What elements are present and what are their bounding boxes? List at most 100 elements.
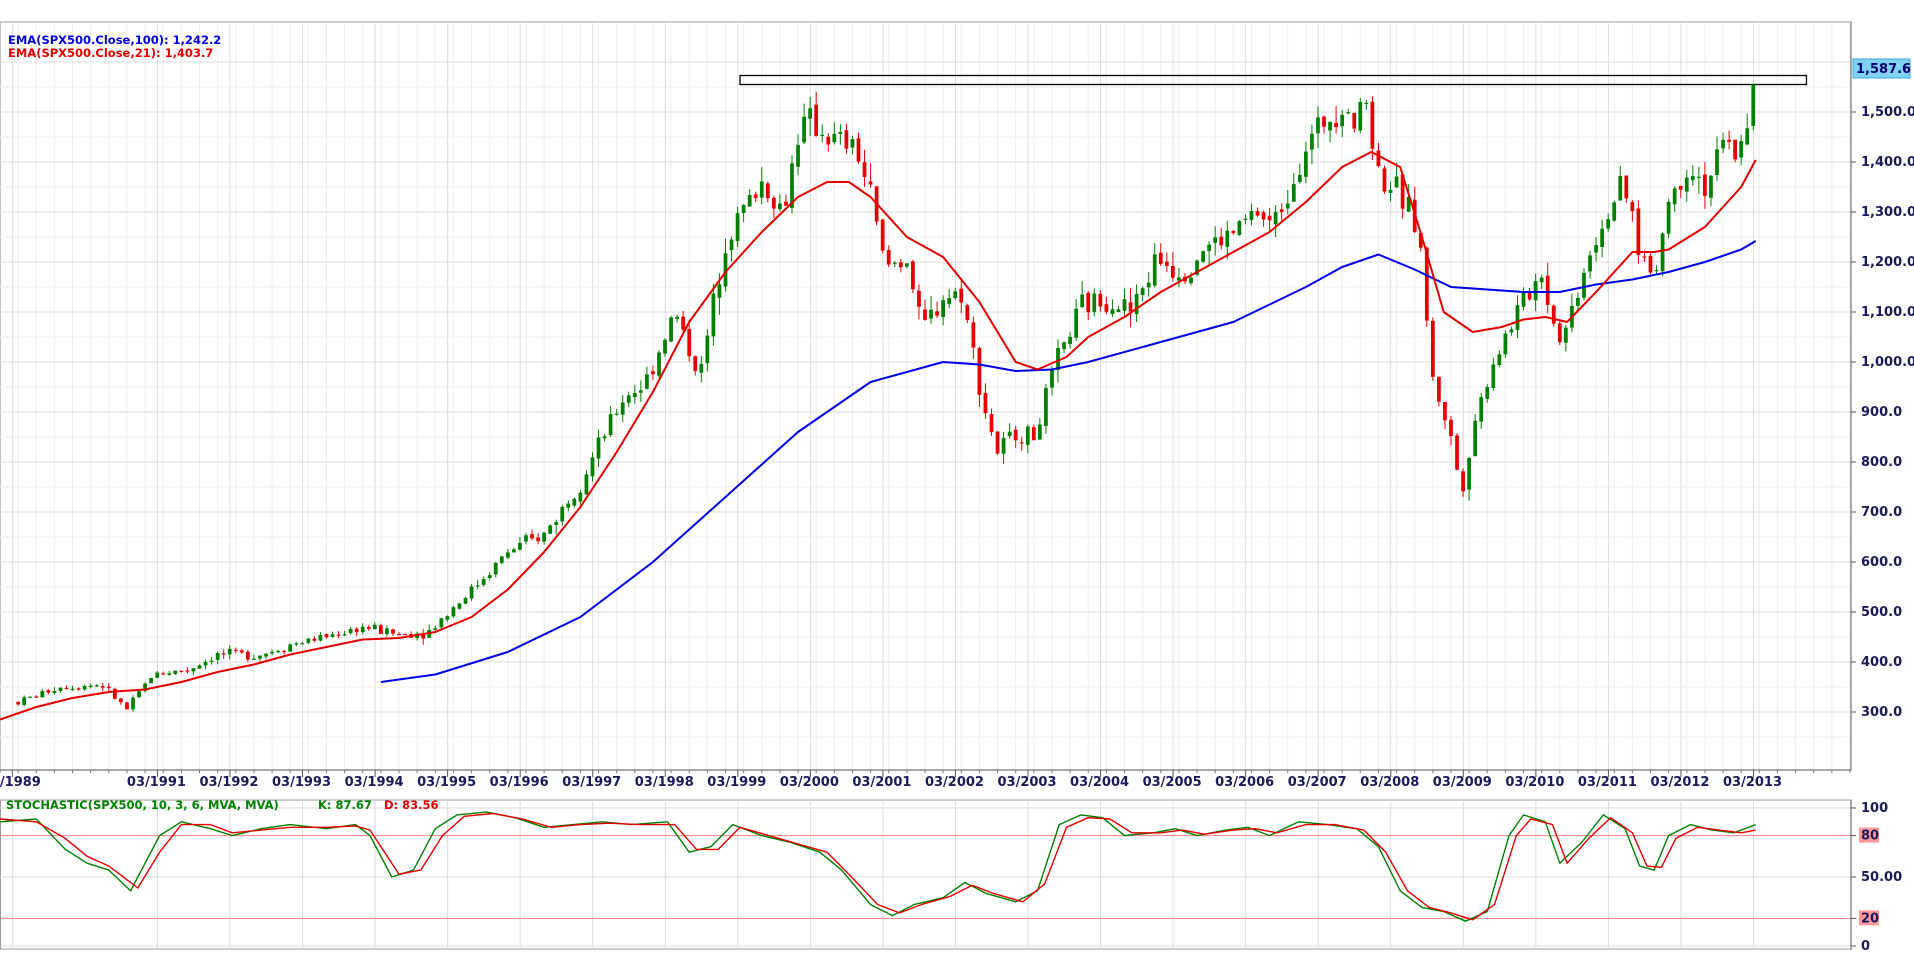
candle-body bbox=[1050, 369, 1054, 388]
candle-body bbox=[1630, 202, 1635, 212]
candle-body bbox=[1334, 122, 1338, 128]
candle-body bbox=[282, 650, 287, 653]
main-x-tick-label: 03/2007 bbox=[1288, 775, 1347, 790]
candle-body bbox=[584, 474, 589, 495]
main-x-tick-label: 03/1994 bbox=[345, 775, 404, 790]
main-x-tick-label: 03/2004 bbox=[1070, 775, 1129, 790]
candle-body bbox=[675, 316, 679, 319]
candle-body bbox=[1279, 209, 1284, 212]
candle-body bbox=[1672, 188, 1677, 205]
candle-body bbox=[1594, 245, 1598, 253]
candle-body bbox=[1703, 174, 1707, 196]
candle-body bbox=[1624, 175, 1629, 199]
candle-body bbox=[572, 498, 577, 506]
candle-body bbox=[1364, 102, 1369, 105]
candle-body bbox=[487, 575, 492, 579]
candle-body bbox=[1086, 292, 1091, 313]
candle-body bbox=[771, 197, 776, 209]
stoch-d-line bbox=[0, 812, 1756, 921]
candle-body bbox=[300, 643, 305, 645]
ema-100-line bbox=[380, 240, 1757, 683]
main-x-tick-label: 03/2010 bbox=[1505, 775, 1564, 790]
candle-body bbox=[1430, 320, 1435, 377]
candle-body bbox=[1394, 176, 1399, 188]
candle-body bbox=[554, 522, 559, 525]
candle-body bbox=[1189, 277, 1193, 284]
candle-body bbox=[1056, 347, 1060, 370]
candle-body bbox=[898, 262, 903, 268]
candle-body bbox=[463, 597, 468, 604]
main-x-tick-label: 03/2011 bbox=[1578, 775, 1637, 790]
candle-body bbox=[1690, 175, 1695, 181]
candle-body bbox=[276, 651, 280, 653]
candle-body bbox=[929, 309, 933, 319]
candle-body bbox=[1443, 401, 1447, 421]
candle-body bbox=[1195, 260, 1199, 275]
candle-body bbox=[1654, 270, 1659, 272]
candle-body bbox=[808, 108, 813, 119]
candle-body bbox=[826, 136, 831, 145]
candle-body bbox=[602, 436, 607, 439]
candle-body bbox=[971, 322, 976, 348]
candle-body bbox=[106, 686, 111, 689]
candle-body bbox=[663, 339, 667, 354]
candle-body bbox=[16, 701, 21, 705]
candle-body bbox=[1485, 387, 1490, 399]
candle-body bbox=[880, 219, 885, 251]
candle-body bbox=[288, 644, 293, 652]
candle-body bbox=[1207, 244, 1212, 251]
stoch-plot-frame bbox=[0, 799, 1852, 950]
candle-body bbox=[765, 183, 770, 199]
candle-body bbox=[1062, 342, 1066, 350]
candle-body bbox=[1098, 293, 1103, 307]
candle-body bbox=[953, 291, 958, 299]
candle-body bbox=[983, 392, 988, 414]
candle-body bbox=[796, 144, 800, 167]
candle-body bbox=[669, 317, 673, 342]
main-y-tick-label: 300.0 bbox=[1861, 705, 1902, 720]
candle-body bbox=[1019, 442, 1024, 444]
candle-body bbox=[596, 437, 601, 459]
candle-body bbox=[149, 677, 154, 684]
main-y-tick-label: 1,300.0 bbox=[1861, 205, 1914, 220]
main-y-tick-label: 700.0 bbox=[1861, 505, 1902, 520]
main-y-tick-label: 1,100.0 bbox=[1861, 305, 1914, 320]
main-x-tick-label: 03/2001 bbox=[852, 775, 911, 790]
candle-body bbox=[191, 668, 196, 672]
candle-body bbox=[814, 104, 819, 137]
main-y-tick-label: 1,200.0 bbox=[1861, 255, 1914, 270]
candle-body bbox=[318, 635, 323, 641]
candle-body bbox=[542, 532, 546, 542]
candle-body bbox=[88, 685, 93, 687]
main-x-tick-label: 03/2008 bbox=[1360, 775, 1419, 790]
stoch-k-line bbox=[0, 811, 1756, 922]
candle-body bbox=[1219, 236, 1224, 246]
candle-body bbox=[1636, 208, 1641, 256]
candle-body bbox=[1424, 247, 1429, 321]
candle-body bbox=[850, 139, 855, 148]
candle-body bbox=[1660, 233, 1665, 272]
candle-body bbox=[868, 181, 873, 185]
candle-body bbox=[1304, 151, 1308, 177]
stoch-grid bbox=[0, 799, 1852, 950]
candle-body bbox=[536, 537, 540, 542]
candle-body bbox=[856, 138, 861, 162]
candle-body bbox=[433, 628, 438, 630]
candle-body bbox=[421, 634, 426, 639]
candle-body bbox=[391, 629, 395, 634]
stoch-axes: 100 80 50.00 20 0 bbox=[1850, 800, 1902, 954]
stoch-level-badge bbox=[1859, 910, 1879, 926]
candle-body bbox=[1031, 427, 1036, 441]
candle-body bbox=[1297, 174, 1302, 182]
candle-body bbox=[844, 130, 849, 149]
candle-body bbox=[294, 643, 299, 645]
candle-body bbox=[1715, 149, 1719, 176]
last-price-label: 1,587.6 bbox=[1856, 62, 1911, 77]
candle-body bbox=[312, 638, 317, 641]
candle-body bbox=[1285, 203, 1290, 209]
candle-body bbox=[729, 239, 734, 251]
candle-body bbox=[439, 618, 444, 628]
candle-body bbox=[1557, 323, 1562, 343]
